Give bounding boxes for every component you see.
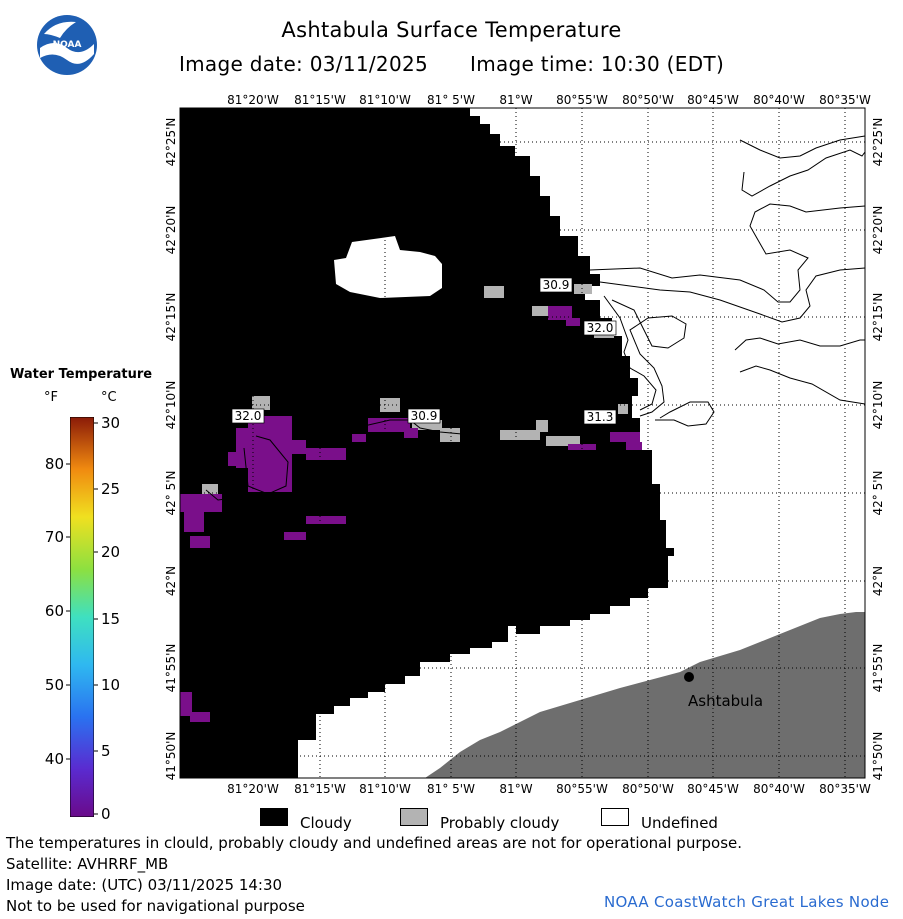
- lon-label: 81°15'W: [294, 93, 346, 107]
- lat-label: 42°20'N: [164, 206, 178, 255]
- legend-label-cloudy: Cloudy: [300, 814, 352, 832]
- undefined-hole: [334, 236, 442, 298]
- colorbar-ticks: 80 70 60 50 40 30 25 20 15 10 5 0: [45, 414, 120, 823]
- footer-utc-date: Image date: (UTC) 03/11/2025 14:30: [6, 876, 283, 894]
- map-subtitle: Image date: 03/11/2025 Image time: 10:30 …: [0, 52, 903, 76]
- lon-label: 81°15'W: [294, 782, 346, 796]
- lon-label: 81°W: [499, 93, 532, 107]
- colorbar-f-tick: 50: [45, 676, 64, 694]
- lat-label: 42°10'N: [871, 381, 885, 430]
- colorbar-unit-f: °F: [44, 390, 58, 405]
- legend-swatch-undefined: [601, 808, 629, 826]
- lon-label: 80°45'W: [687, 93, 739, 107]
- lon-label: 80°55'W: [556, 93, 608, 107]
- colorbar: [70, 417, 94, 817]
- temp-label: 30.9: [543, 278, 570, 292]
- colorbar-c-tick: 5: [101, 742, 111, 760]
- lon-label: 80°35'W: [819, 93, 871, 107]
- lat-label: 41°50'N: [164, 732, 178, 781]
- colorbar-c-tick: 20: [101, 543, 120, 561]
- lon-label: 81°10'W: [359, 93, 411, 107]
- land-region: [425, 612, 865, 778]
- lat-label: 42°15'N: [871, 293, 885, 342]
- lat-labels-right: 42°25'N 42°20'N 42°15'N 42°10'N 42° 5'N …: [871, 118, 885, 781]
- lon-label: 81°10'W: [359, 782, 411, 796]
- image-date-label: Image date: 03/11/2025: [178, 52, 429, 76]
- lon-labels-bottom: 81°20'W 81°15'W 81°10'W 81° 5'W 81°W 80°…: [227, 782, 871, 796]
- map-frame: [179, 107, 866, 779]
- city-label: Ashtabula: [688, 692, 763, 710]
- lon-label: 81°20'W: [227, 93, 279, 107]
- colorbar-c-tick: 10: [101, 676, 120, 694]
- lon-label: 80°50'W: [622, 93, 674, 107]
- probably-cloudy-patches: [202, 284, 628, 496]
- lon-label: 81°20'W: [227, 782, 279, 796]
- footer-navigation-warning: Not to be used for navigational purpose: [6, 897, 305, 915]
- temp-label: 32.0: [587, 321, 614, 335]
- lon-label: 80°50'W: [622, 782, 674, 796]
- lat-label: 42° 5'N: [871, 471, 885, 516]
- legend-label-undefined: Undefined: [641, 814, 718, 832]
- image-time-label: Image time: 10:30 (EDT): [470, 52, 725, 76]
- map-title: Ashtabula Surface Temperature: [281, 18, 622, 42]
- colorbar-c-tick: 15: [101, 610, 120, 628]
- footer-disclaimer: The temperatures in clould, probably clo…: [6, 834, 743, 852]
- lon-label: 80°55'W: [556, 782, 608, 796]
- temperature-labels: 30.9 32.0 32.0 30.9 31.3: [231, 277, 617, 425]
- lon-label: 81°W: [499, 782, 532, 796]
- lat-label: 42°N: [164, 566, 178, 596]
- legend-label-probably-cloudy: Probably cloudy: [440, 814, 560, 832]
- footer-credit: NOAA CoastWatch Great Lakes Node: [604, 893, 890, 911]
- legend-swatch-cloudy: [260, 808, 288, 826]
- legend-swatch-probably-cloudy: [400, 808, 428, 826]
- lat-label: 41°55'N: [164, 644, 178, 693]
- lat-label: 41°55'N: [871, 644, 885, 693]
- logo-text: NOAA: [53, 40, 82, 50]
- lat-label: 42°N: [871, 566, 885, 596]
- lat-label: 42°10'N: [164, 381, 178, 430]
- colorbar-f-tick: 80: [45, 455, 64, 473]
- lat-labels-left: 42°25'N 42°20'N 42°15'N 42°10'N 42° 5'N …: [164, 118, 178, 781]
- lon-label: 80°45'W: [687, 782, 739, 796]
- lat-label: 42°25'N: [164, 118, 178, 167]
- lon-label: 80°40'W: [753, 782, 805, 796]
- footer-satellite: Satellite: AVHRRF_MB: [6, 855, 169, 873]
- lon-label: 80°40'W: [753, 93, 805, 107]
- lat-label: 41°50'N: [871, 732, 885, 781]
- lon-label: 81° 5'W: [427, 782, 475, 796]
- colorbar-c-tick: 0: [101, 805, 111, 823]
- lat-label: 42°15'N: [164, 293, 178, 342]
- lat-label: 42° 5'N: [164, 471, 178, 516]
- lat-label: 42°20'N: [871, 206, 885, 255]
- colorbar-f-tick: 40: [45, 750, 64, 768]
- colorbar-c-tick: 30: [101, 414, 120, 432]
- temp-label: 32.0: [235, 409, 262, 423]
- lon-labels-top: 81°20'W 81°15'W 81°10'W 81° 5'W 81°W 80°…: [227, 93, 871, 107]
- colorbar-f-tick: 60: [45, 602, 64, 620]
- water-temperature-patches: [180, 306, 642, 722]
- lon-label: 81° 5'W: [427, 93, 475, 107]
- colorbar-unit-c: °C: [101, 390, 117, 405]
- colorbar-f-tick: 70: [45, 528, 64, 546]
- cloudy-region: [180, 108, 674, 778]
- temp-label: 31.3: [587, 410, 614, 424]
- temp-label: 30.9: [411, 409, 438, 423]
- lat-label: 42°25'N: [871, 118, 885, 167]
- colorbar-c-tick: 25: [101, 480, 120, 498]
- footer-notes: The temperatures in clould, probably clo…: [6, 833, 886, 917]
- map-legend: Cloudy Probably cloudy Undefined: [0, 806, 903, 836]
- colorbar-title: Water Temperature: [10, 367, 153, 382]
- noaa-logo-icon: NOAA: [37, 15, 97, 75]
- city-marker-icon: [684, 672, 694, 682]
- lon-label: 80°35'W: [819, 782, 871, 796]
